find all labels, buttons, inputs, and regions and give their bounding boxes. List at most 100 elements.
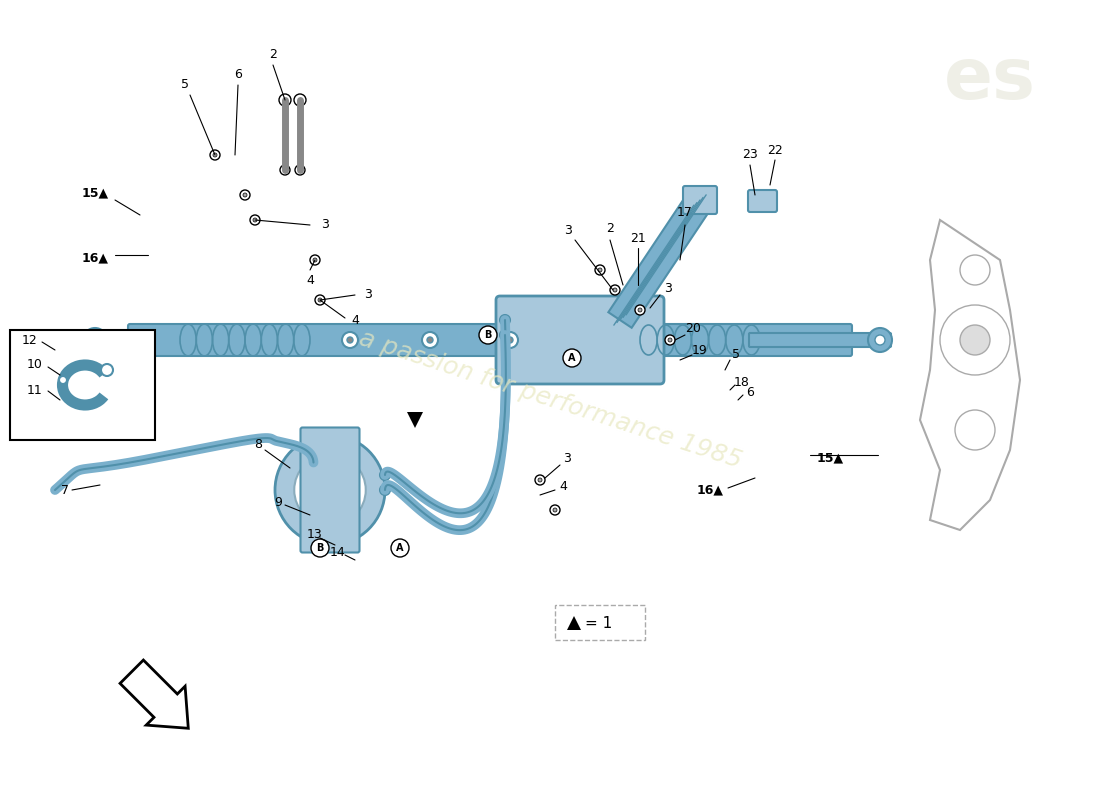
Text: 5: 5: [182, 78, 189, 91]
FancyBboxPatch shape: [128, 324, 852, 356]
Circle shape: [279, 94, 292, 106]
Circle shape: [379, 470, 390, 480]
Circle shape: [610, 285, 620, 295]
Text: 3: 3: [563, 451, 571, 465]
Text: 18: 18: [734, 375, 750, 389]
FancyBboxPatch shape: [300, 427, 360, 553]
Text: 4: 4: [559, 481, 566, 494]
Circle shape: [535, 475, 544, 485]
Circle shape: [874, 335, 886, 345]
Text: 15▲: 15▲: [81, 186, 109, 199]
Text: = 1: = 1: [585, 615, 613, 630]
Text: 8: 8: [254, 438, 262, 451]
Text: B: B: [317, 543, 323, 553]
Circle shape: [295, 165, 305, 175]
Text: 6: 6: [234, 69, 242, 82]
Text: 3: 3: [364, 289, 372, 302]
Circle shape: [507, 337, 513, 343]
Text: 9: 9: [274, 497, 282, 510]
Circle shape: [613, 288, 617, 292]
Circle shape: [422, 332, 438, 348]
Circle shape: [940, 305, 1010, 375]
Circle shape: [478, 326, 497, 344]
Text: 10: 10: [28, 358, 43, 371]
Text: 3: 3: [564, 223, 572, 237]
Text: 13: 13: [307, 529, 323, 542]
Circle shape: [275, 435, 385, 545]
Circle shape: [960, 325, 990, 355]
Text: es: es: [944, 46, 1036, 114]
Circle shape: [955, 410, 996, 450]
Circle shape: [379, 485, 390, 495]
Circle shape: [666, 335, 675, 345]
Circle shape: [342, 332, 358, 348]
Circle shape: [500, 330, 510, 340]
Text: 22: 22: [767, 143, 783, 157]
Circle shape: [253, 218, 257, 222]
Circle shape: [318, 298, 322, 302]
Circle shape: [668, 338, 672, 342]
Text: 16▲: 16▲: [696, 483, 724, 497]
Text: 14: 14: [330, 546, 345, 559]
Text: 12: 12: [22, 334, 37, 346]
Circle shape: [213, 153, 217, 157]
Circle shape: [868, 328, 892, 352]
Text: 19: 19: [692, 343, 708, 357]
Circle shape: [310, 470, 350, 510]
Circle shape: [315, 295, 324, 305]
Circle shape: [390, 539, 409, 557]
Circle shape: [502, 332, 518, 348]
Circle shape: [550, 505, 560, 515]
Circle shape: [59, 376, 67, 384]
FancyBboxPatch shape: [683, 186, 717, 214]
Text: 7: 7: [60, 483, 69, 497]
FancyBboxPatch shape: [748, 190, 777, 212]
Text: 4: 4: [351, 314, 359, 326]
Circle shape: [638, 308, 642, 312]
Circle shape: [295, 454, 365, 526]
Circle shape: [346, 337, 353, 343]
Circle shape: [294, 94, 306, 106]
Circle shape: [280, 165, 290, 175]
Circle shape: [323, 483, 337, 497]
Circle shape: [90, 335, 100, 345]
Circle shape: [563, 349, 581, 367]
Text: 2: 2: [270, 49, 277, 62]
Circle shape: [500, 315, 510, 325]
Text: 5: 5: [732, 349, 740, 362]
Circle shape: [427, 337, 433, 343]
Circle shape: [82, 328, 107, 352]
Text: 2: 2: [606, 222, 614, 234]
Circle shape: [243, 193, 248, 197]
Text: 20: 20: [685, 322, 701, 334]
Circle shape: [960, 255, 990, 285]
Text: a passion for performance 1985: a passion for performance 1985: [355, 326, 745, 474]
Circle shape: [311, 539, 329, 557]
FancyBboxPatch shape: [496, 296, 664, 384]
Text: A: A: [569, 353, 575, 363]
Text: 17: 17: [678, 206, 693, 219]
Text: 21: 21: [630, 231, 646, 245]
Text: 4: 4: [306, 274, 313, 286]
Text: 6: 6: [746, 386, 754, 399]
Text: 11: 11: [28, 383, 43, 397]
Circle shape: [310, 255, 320, 265]
Polygon shape: [920, 220, 1020, 530]
Circle shape: [598, 268, 602, 272]
Circle shape: [635, 305, 645, 315]
Text: 16▲: 16▲: [81, 251, 109, 265]
Circle shape: [250, 215, 260, 225]
Text: 15▲: 15▲: [816, 451, 844, 465]
Circle shape: [553, 508, 557, 512]
Text: B: B: [484, 330, 492, 340]
Circle shape: [240, 190, 250, 200]
FancyBboxPatch shape: [749, 333, 891, 347]
Circle shape: [595, 265, 605, 275]
Polygon shape: [566, 616, 581, 630]
Polygon shape: [407, 412, 424, 428]
Circle shape: [314, 258, 317, 262]
FancyBboxPatch shape: [94, 333, 151, 347]
Text: 3: 3: [321, 218, 329, 231]
Bar: [556, 605, 645, 640]
Text: A: A: [396, 543, 404, 553]
